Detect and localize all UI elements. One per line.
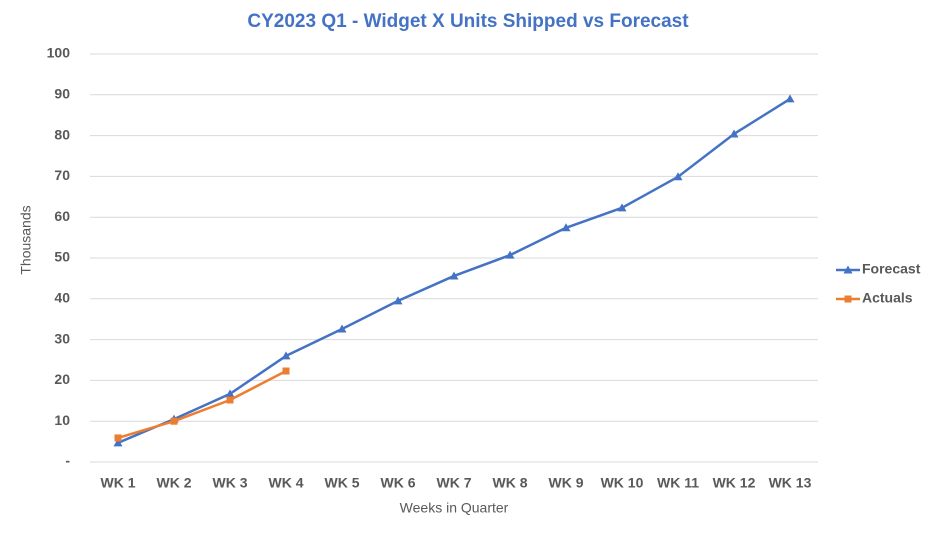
y-tick-label: 70 — [54, 167, 70, 183]
legend-marker — [843, 265, 853, 274]
data-point — [114, 434, 122, 442]
x-tick-label: WK 7 — [437, 475, 472, 491]
data-point — [673, 172, 683, 181]
y-tick-label: 100 — [47, 45, 71, 61]
data-point — [281, 351, 291, 360]
data-point — [449, 271, 459, 280]
x-tick-label: WK 12 — [713, 475, 756, 491]
data-point — [393, 296, 403, 305]
x-tick-label: WK 9 — [549, 475, 584, 491]
y-tick-label: 10 — [54, 412, 70, 428]
data-point — [337, 324, 347, 333]
y-tick-label: 50 — [54, 249, 70, 265]
y-tick-label: 30 — [54, 330, 70, 346]
x-tick-label: WK 3 — [213, 475, 248, 491]
x-tick-label: WK 5 — [325, 475, 360, 491]
y-tick-label: 80 — [54, 126, 70, 142]
y-tick-label: - — [65, 453, 70, 469]
x-tick-label: WK 4 — [269, 475, 304, 491]
data-point — [785, 94, 795, 103]
y-tick-label: 20 — [54, 371, 70, 387]
x-tick-label: WK 10 — [601, 475, 644, 491]
x-tick-label: WK 1 — [101, 475, 136, 491]
y-tick-label: 60 — [54, 208, 70, 224]
data-point — [561, 223, 571, 232]
x-tick-label: WK 8 — [493, 475, 528, 491]
x-axis-title: Weeks in Quarter — [400, 500, 509, 516]
x-tick-label: WK 6 — [381, 475, 416, 491]
y-axis-title: Thousands — [18, 205, 34, 274]
y-tick-label: 40 — [54, 290, 70, 306]
series-line — [117, 369, 287, 440]
data-point — [225, 389, 235, 398]
data-point — [226, 396, 234, 404]
legend-marker — [844, 295, 852, 303]
x-tick-label: WK 11 — [657, 475, 699, 491]
chart-title: CY2023 Q1 - Widget X Units Shipped vs Fo… — [247, 11, 689, 32]
data-point — [617, 203, 627, 212]
x-tick-label: WK 2 — [157, 475, 192, 491]
data-point — [729, 129, 739, 138]
data-point — [170, 417, 178, 425]
y-tick-label: 90 — [54, 86, 70, 102]
data-point — [113, 438, 123, 447]
x-tick-label: WK 13 — [769, 475, 812, 491]
data-point — [505, 250, 515, 259]
legend-label: Forecast — [862, 261, 921, 277]
data-point — [282, 367, 290, 375]
legend-label: Actuals — [862, 290, 913, 306]
